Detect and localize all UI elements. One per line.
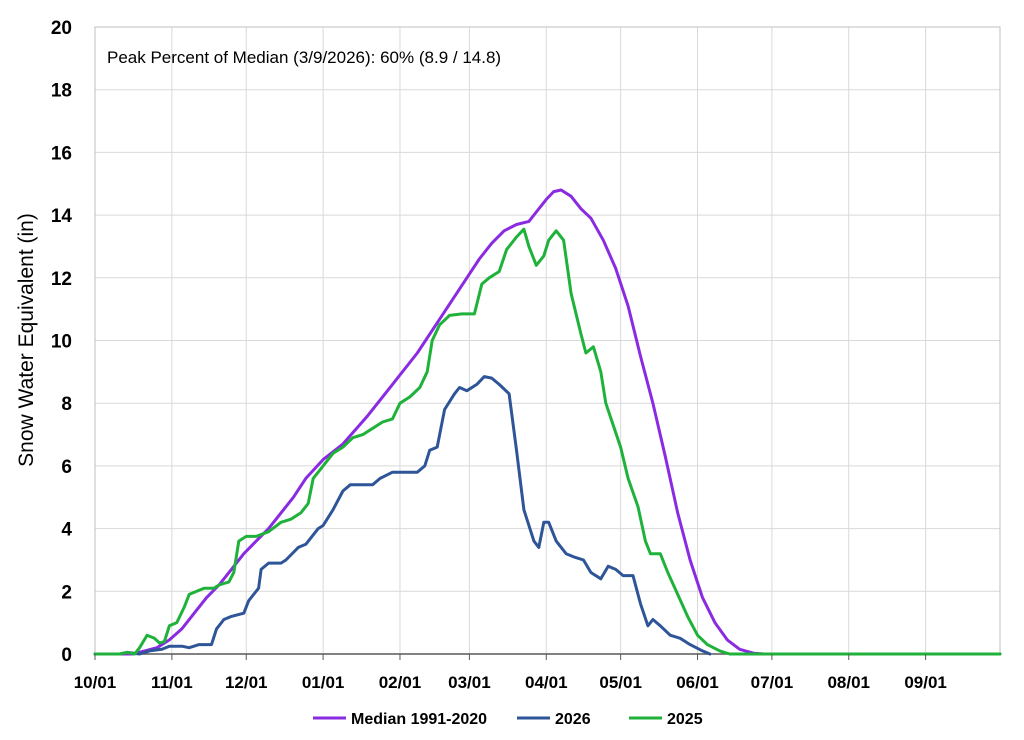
series-line-median (93, 188, 1002, 656)
x-tick-label: 11/01 (151, 673, 193, 692)
x-tick-label: 12/01 (225, 673, 268, 692)
legend: Median 1991-2020 2026 2025 (313, 711, 703, 728)
series-line-2025 (93, 227, 1002, 656)
legend-label: Median 1991-2020 (351, 711, 487, 728)
x-tick-label: 04/01 (525, 673, 568, 692)
y-tick-label: 14 (51, 206, 73, 227)
peak-percent-annotation: Peak Percent of Median (3/9/2026): 60% (… (107, 48, 501, 67)
x-tick-label: 05/01 (599, 673, 642, 692)
y-tick-label: 0 (61, 645, 72, 666)
y-tick-label: 18 (51, 81, 72, 102)
legend-label: 2026 (555, 711, 591, 728)
tick-labels: 0 2 4 6 8 10 12 14 16 18 20 10/01 11/01 12/01 01/01 02/… (51, 18, 947, 692)
x-tick-label: 06/01 (676, 673, 719, 692)
y-tick-label: 4 (61, 520, 72, 541)
y-tick-label: 10 (51, 332, 72, 353)
x-tick-label: 08/01 (827, 673, 870, 692)
x-tick-label: 09/01 (904, 673, 947, 692)
grid (95, 26, 1000, 654)
y-tick-label: 12 (51, 269, 72, 290)
y-tick-label: 8 (61, 394, 72, 415)
x-tick-label: 07/01 (751, 673, 794, 692)
x-tick-label: 10/01 (74, 673, 117, 692)
series-lines (93, 188, 1002, 656)
legend-label: 2025 (667, 711, 703, 728)
x-tick-label: 03/01 (448, 673, 491, 692)
x-tick-label: 01/01 (302, 673, 345, 692)
y-tick-label: 6 (61, 457, 72, 478)
x-tick-label: 02/01 (379, 673, 422, 692)
y-tick-label: 2 (61, 582, 72, 603)
y-tick-label: 16 (51, 143, 72, 164)
series-line-2026 (93, 375, 712, 656)
y-tick-label: 20 (51, 18, 72, 39)
y-axis-label: Snow Water Equivalent (in) (15, 213, 38, 467)
